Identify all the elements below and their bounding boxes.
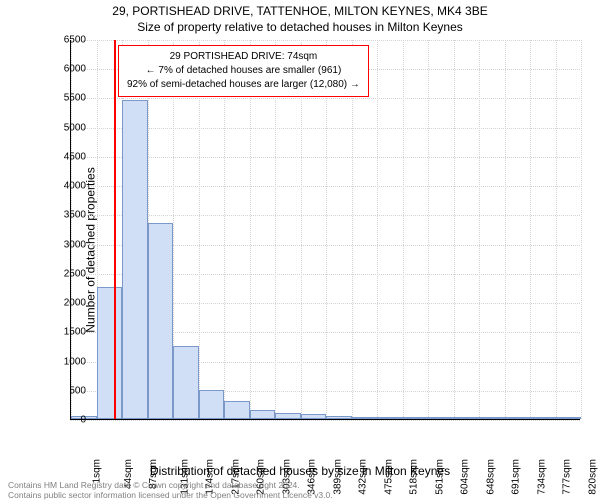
y-tick-label: 2000 xyxy=(64,298,86,309)
y-tick-label: 5500 xyxy=(64,93,86,104)
histogram-bar xyxy=(122,100,148,419)
histogram-bar xyxy=(173,346,199,419)
x-axis-label: Distribution of detached houses by size … xyxy=(0,464,600,478)
footnote: Contains HM Land Registry data © Crown c… xyxy=(8,480,592,500)
chart-container: 29, PORTISHEAD DRIVE, TATTENHOE, MILTON … xyxy=(0,0,600,500)
gridline-v xyxy=(377,40,378,419)
y-tick-label: 4500 xyxy=(64,151,86,162)
callout-line2: ← 7% of detached houses are smaller (961… xyxy=(127,64,360,78)
histogram-bar xyxy=(479,417,505,419)
gridline-v xyxy=(479,40,480,419)
gridline-v xyxy=(454,40,455,419)
histogram-bar xyxy=(556,417,582,419)
histogram-bar xyxy=(377,417,403,419)
histogram-bar xyxy=(352,417,378,419)
y-tick-label: 6000 xyxy=(64,64,86,75)
chart-title-line1: 29, PORTISHEAD DRIVE, TATTENHOE, MILTON … xyxy=(0,4,600,18)
chart-title-line2: Size of property relative to detached ho… xyxy=(0,20,600,34)
y-tick-label: 1500 xyxy=(64,327,86,338)
y-tick-label: 3500 xyxy=(64,210,86,221)
callout-line3: 92% of semi-detached houses are larger (… xyxy=(127,78,360,92)
histogram-bar xyxy=(530,417,556,419)
y-tick-label: 4000 xyxy=(64,181,86,192)
gridline-v xyxy=(428,40,429,419)
gridline-v xyxy=(505,40,506,419)
marker-line xyxy=(114,40,116,419)
footnote-line2: Contains public sector information licen… xyxy=(8,490,592,500)
callout-box: 29 PORTISHEAD DRIVE: 74sqm← 7% of detach… xyxy=(118,45,369,97)
gridline-v xyxy=(403,40,404,419)
y-tick-label: 1000 xyxy=(64,356,86,367)
plot-area: 29 PORTISHEAD DRIVE: 74sqm← 7% of detach… xyxy=(70,40,580,420)
footnote-line1: Contains HM Land Registry data © Crown c… xyxy=(8,480,592,490)
y-tick-label: 5000 xyxy=(64,122,86,133)
gridline-v xyxy=(556,40,557,419)
histogram-bar xyxy=(326,416,352,419)
histogram-bar xyxy=(250,410,276,419)
y-tick-label: 2500 xyxy=(64,268,86,279)
histogram-bar xyxy=(199,390,225,419)
y-tick-label: 6500 xyxy=(64,35,86,46)
histogram-bar xyxy=(505,417,531,419)
gridline-v xyxy=(530,40,531,419)
histogram-bar xyxy=(97,287,123,419)
gridline-v xyxy=(581,40,582,419)
histogram-bar xyxy=(275,413,301,419)
histogram-bar xyxy=(403,417,429,419)
histogram-bar xyxy=(454,417,480,419)
y-tick-label: 0 xyxy=(80,415,86,426)
histogram-bar xyxy=(428,417,454,419)
histogram-bar xyxy=(224,401,250,419)
histogram-bar xyxy=(301,414,327,419)
y-tick-label: 500 xyxy=(69,385,86,396)
histogram-bar xyxy=(148,223,174,419)
callout-line1: 29 PORTISHEAD DRIVE: 74sqm xyxy=(127,50,360,64)
y-tick-label: 3000 xyxy=(64,239,86,250)
gridline-h xyxy=(71,420,580,421)
